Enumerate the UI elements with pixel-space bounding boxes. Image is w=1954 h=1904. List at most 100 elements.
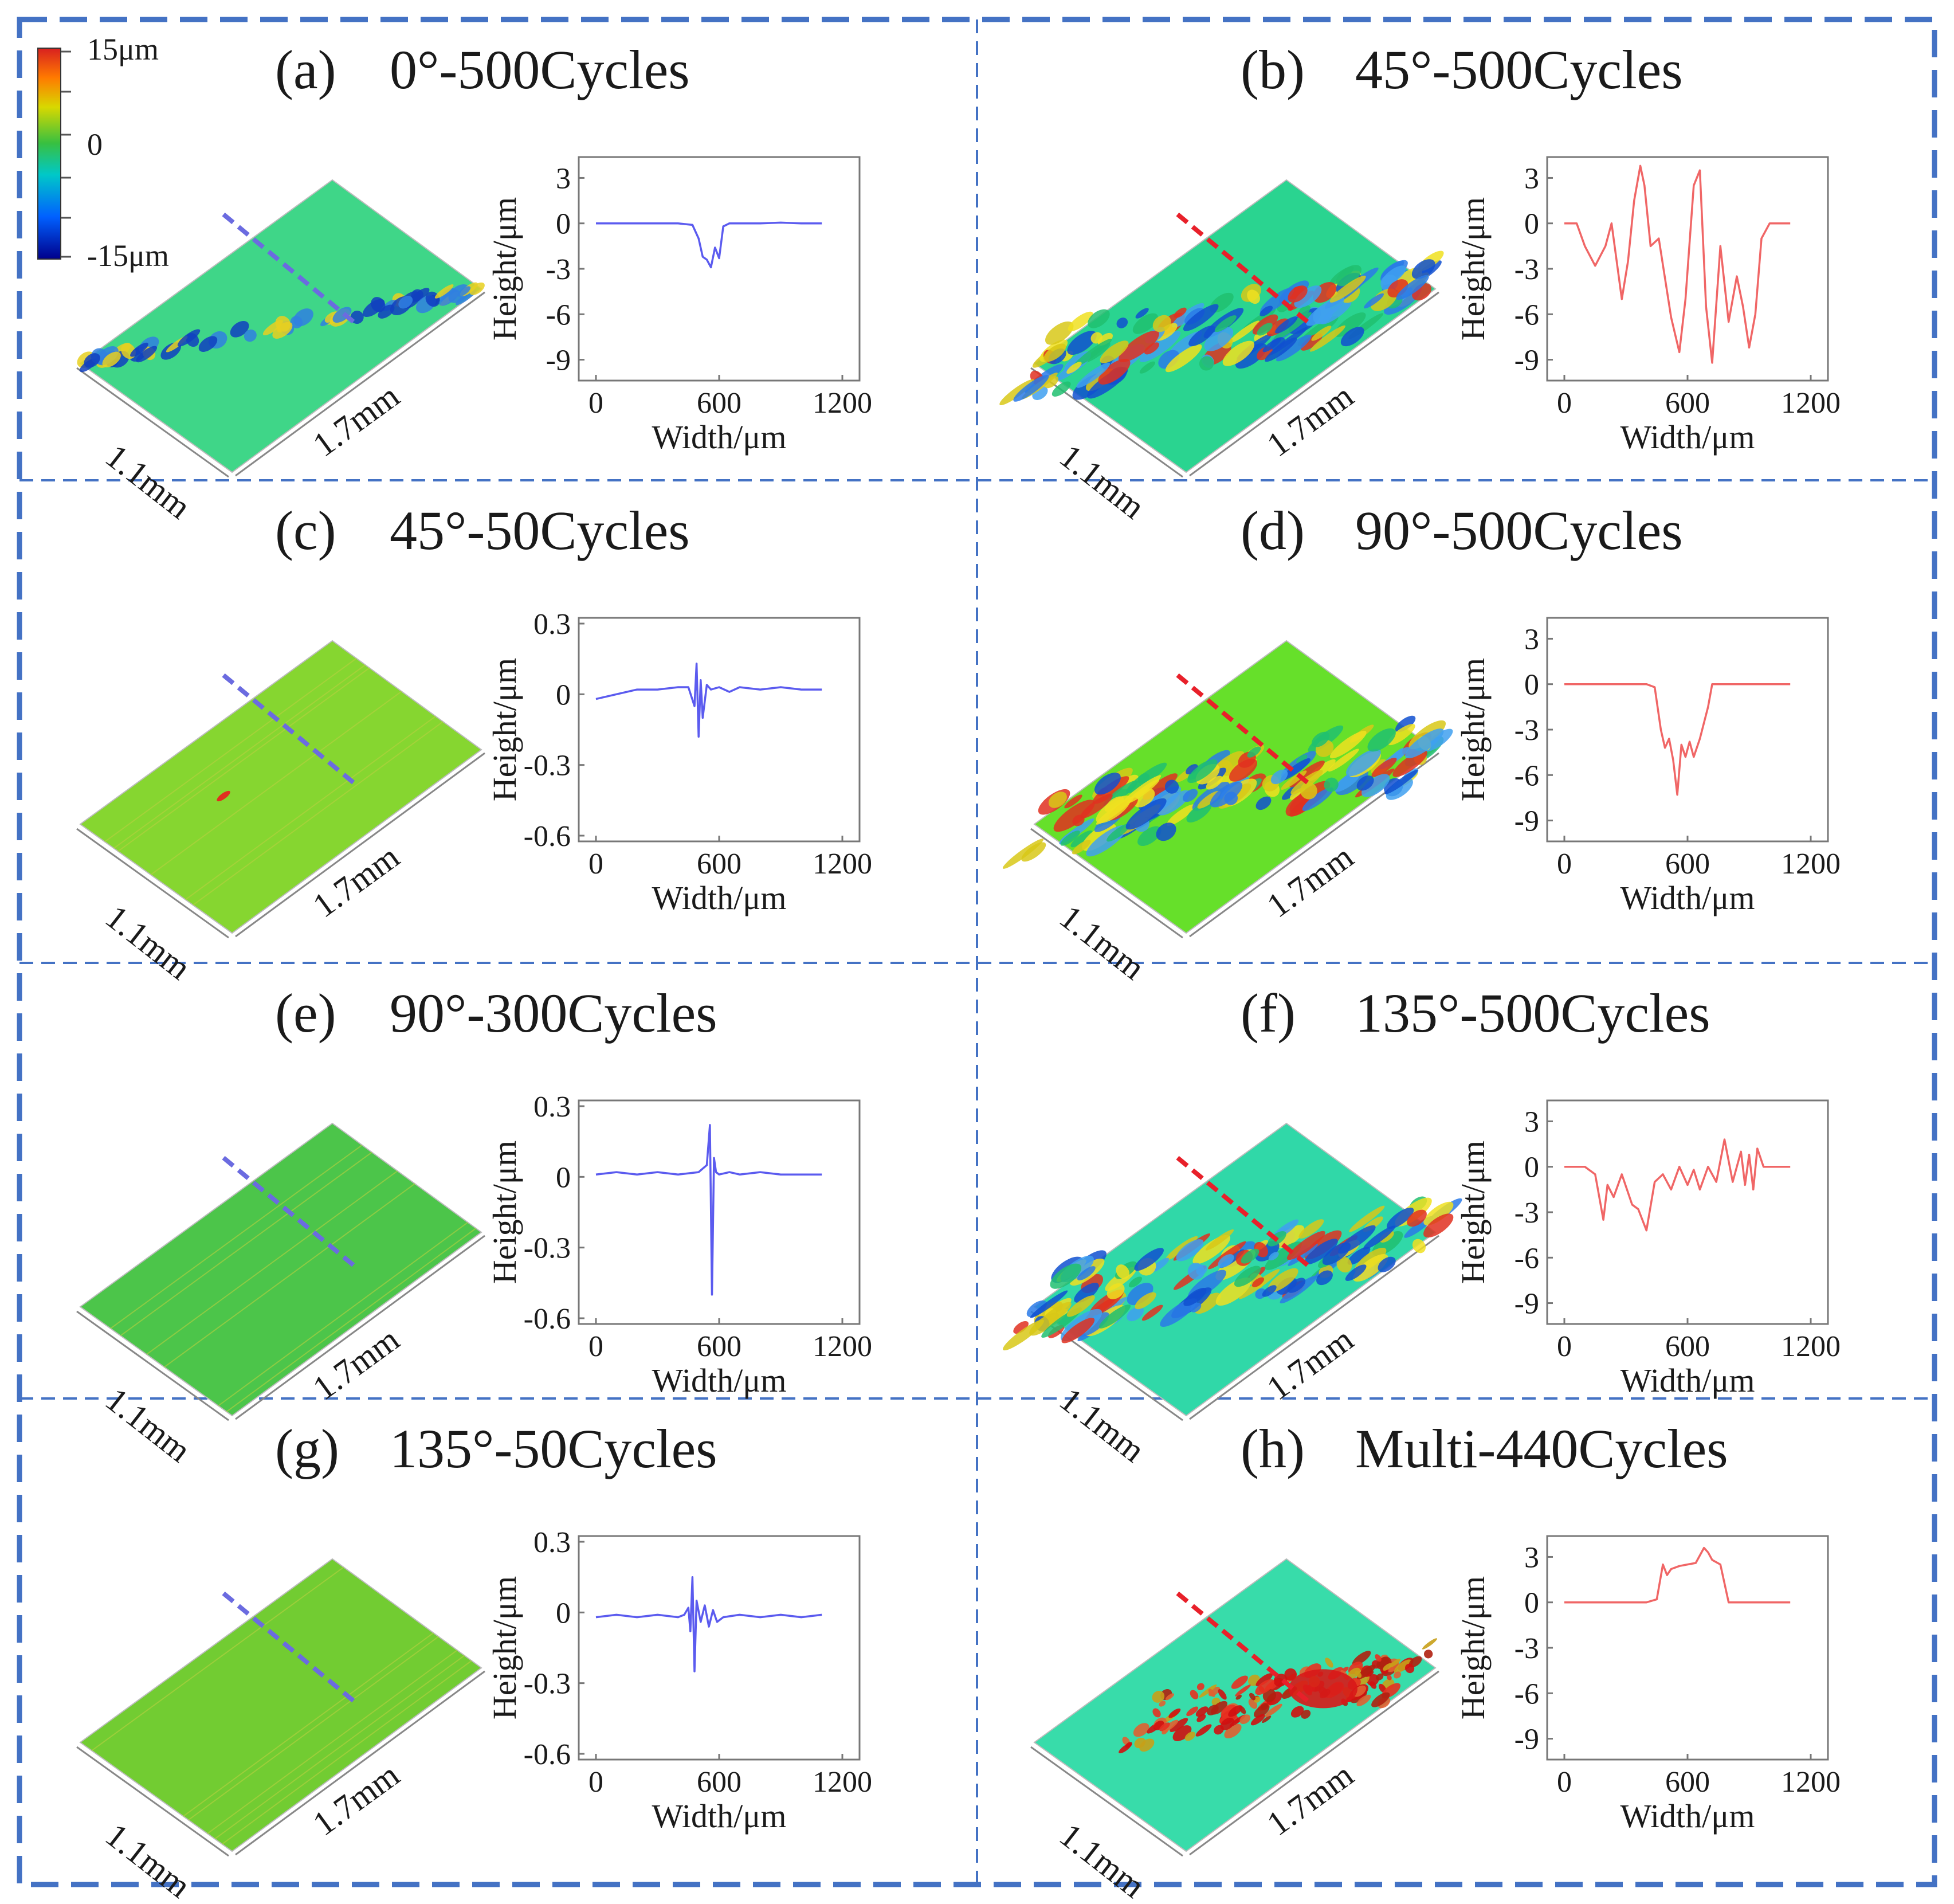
y-tick-label: -6 xyxy=(1514,1678,1539,1710)
panel-letter: (e) xyxy=(275,982,336,1044)
y-tick-label: 0 xyxy=(1524,1151,1539,1184)
panel-title: 135°-500Cycles xyxy=(1355,982,1710,1044)
x-axis-label: Width/μm xyxy=(1621,418,1755,456)
profile-line xyxy=(1564,1546,1791,1604)
dim-short-label: 1.1mm xyxy=(99,898,198,987)
profile-cut-line xyxy=(1176,1155,1311,1269)
x-tick-label: 600 xyxy=(697,1330,741,1363)
y-tick-label: -0.3 xyxy=(524,1232,571,1265)
x-tick-label: 1200 xyxy=(813,1330,872,1363)
wear-track xyxy=(1003,1196,1462,1351)
dim-short-label: 1.1mm xyxy=(1053,437,1152,526)
x-axis-label: Width/μm xyxy=(1621,1797,1755,1835)
profile-cut-line xyxy=(1176,673,1311,786)
profile-chart: 0.3 0 -0.3 -0.6 0 600 1200 Width/μm Height/μm xyxy=(486,1091,872,1399)
x-axis-label: Width/μm xyxy=(652,418,787,456)
y-tick-label: -3 xyxy=(1514,1197,1539,1229)
surface-base xyxy=(79,1122,482,1417)
x-axis-label: Width/μm xyxy=(1621,1362,1755,1399)
panel-letter: (b) xyxy=(1241,39,1305,100)
profile-line xyxy=(1564,1138,1791,1232)
x-tick-label: 600 xyxy=(1665,1766,1710,1799)
x-axis-label: Width/μm xyxy=(652,1362,787,1399)
y-axis-label: Height/μm xyxy=(486,658,523,801)
panel-title: 0°-500Cycles xyxy=(390,39,690,100)
wear-track xyxy=(999,250,1444,406)
profile-cut-line xyxy=(222,1591,357,1705)
y-axis-label: Height/μm xyxy=(486,1576,523,1719)
dim-short-label: 1.1mm xyxy=(99,1816,198,1904)
x-tick-label: 600 xyxy=(697,848,741,880)
x-tick-label: 0 xyxy=(588,848,603,880)
y-tick-label: -0.6 xyxy=(524,1738,571,1771)
colorbar: 15μm 0 -15μm xyxy=(37,32,169,273)
y-tick-label: -9 xyxy=(1514,805,1539,838)
profile-chart: 3 0 -3 -6 -9 0 600 1200 Width/μm Height/μm xyxy=(486,156,872,456)
surface-base xyxy=(79,1558,482,1852)
x-tick-label: 600 xyxy=(697,387,741,420)
profile-line xyxy=(596,221,822,269)
panel-letter: (d) xyxy=(1241,500,1305,561)
y-axis-label: Height/μm xyxy=(486,1141,523,1284)
y-tick-label: 3 xyxy=(1524,1106,1539,1138)
x-tick-label: 600 xyxy=(1665,848,1710,880)
panel-title: Multi-440Cycles xyxy=(1355,1418,1728,1479)
y-tick-label: 0.3 xyxy=(533,1526,571,1559)
wear-track xyxy=(77,282,485,373)
profile-chart: 0.3 0 -0.3 -0.6 0 600 1200 Width/μm Height/μm xyxy=(486,608,872,916)
x-tick-label: 1200 xyxy=(1781,387,1841,420)
plot-area xyxy=(1546,1535,1829,1761)
profile-line xyxy=(1564,683,1791,796)
panel-letter: (g) xyxy=(275,1418,339,1479)
panel-title: 45°-500Cycles xyxy=(1355,39,1683,100)
y-tick-label: -9 xyxy=(546,344,571,377)
y-tick-label: -3 xyxy=(546,253,571,286)
profile-chart: 3 0 -3 -6 -9 0 600 1200 Width/μm Height/μm xyxy=(1454,617,1841,916)
y-tick-label: 0 xyxy=(1524,1587,1539,1620)
panel-title: 135°-50Cycles xyxy=(390,1418,717,1479)
wear-track xyxy=(1002,715,1453,869)
x-tick-label: 0 xyxy=(1557,848,1572,880)
x-tick-label: 0 xyxy=(1557,1330,1572,1363)
plot-area xyxy=(1546,617,1829,843)
y-tick-label: -6 xyxy=(1514,1242,1539,1275)
y-tick-label: -0.3 xyxy=(524,1668,571,1701)
panel-letter: (c) xyxy=(275,500,336,561)
y-tick-label: -0.6 xyxy=(524,1303,571,1335)
y-tick-label: -0.3 xyxy=(524,750,571,782)
colorbar-mid-label: 0 xyxy=(87,127,103,162)
profile-line xyxy=(595,663,822,738)
profile-cut-line xyxy=(222,212,357,326)
y-tick-label: 0 xyxy=(1524,669,1539,702)
x-tick-label: 0 xyxy=(1557,387,1572,420)
y-tick-label: -9 xyxy=(1514,1723,1539,1756)
profile-chart: 3 0 -3 -6 -9 0 600 1200 Width/μm Height/μm xyxy=(1454,1099,1841,1399)
y-tick-label: 0.3 xyxy=(533,608,571,641)
x-axis-label: Width/μm xyxy=(652,1797,787,1835)
y-tick-label: 0 xyxy=(1524,208,1539,241)
x-tick-label: 600 xyxy=(697,1766,741,1799)
x-tick-label: 0 xyxy=(588,387,603,420)
dim-short-label: 1.1mm xyxy=(99,1380,198,1470)
profile-line xyxy=(1564,164,1791,364)
y-tick-label: 3 xyxy=(556,162,571,195)
profile-chart: 3 0 -3 -6 -9 0 600 1200 Width/μm Height/μm xyxy=(1454,156,1841,456)
y-tick-label: -3 xyxy=(1514,714,1539,747)
profile-chart: 3 0 -3 -6 -9 0 600 1200 Width/μm Height/μm xyxy=(1454,1535,1841,1835)
y-tick-label: -6 xyxy=(1514,299,1539,331)
x-tick-label: 1200 xyxy=(1781,848,1841,880)
x-axis-label: Width/μm xyxy=(652,879,787,916)
y-tick-label: 0 xyxy=(556,1597,571,1629)
y-axis-label: Height/μm xyxy=(486,197,523,340)
y-axis-label: Height/μm xyxy=(1454,197,1492,340)
y-tick-label: 3 xyxy=(1524,162,1539,195)
